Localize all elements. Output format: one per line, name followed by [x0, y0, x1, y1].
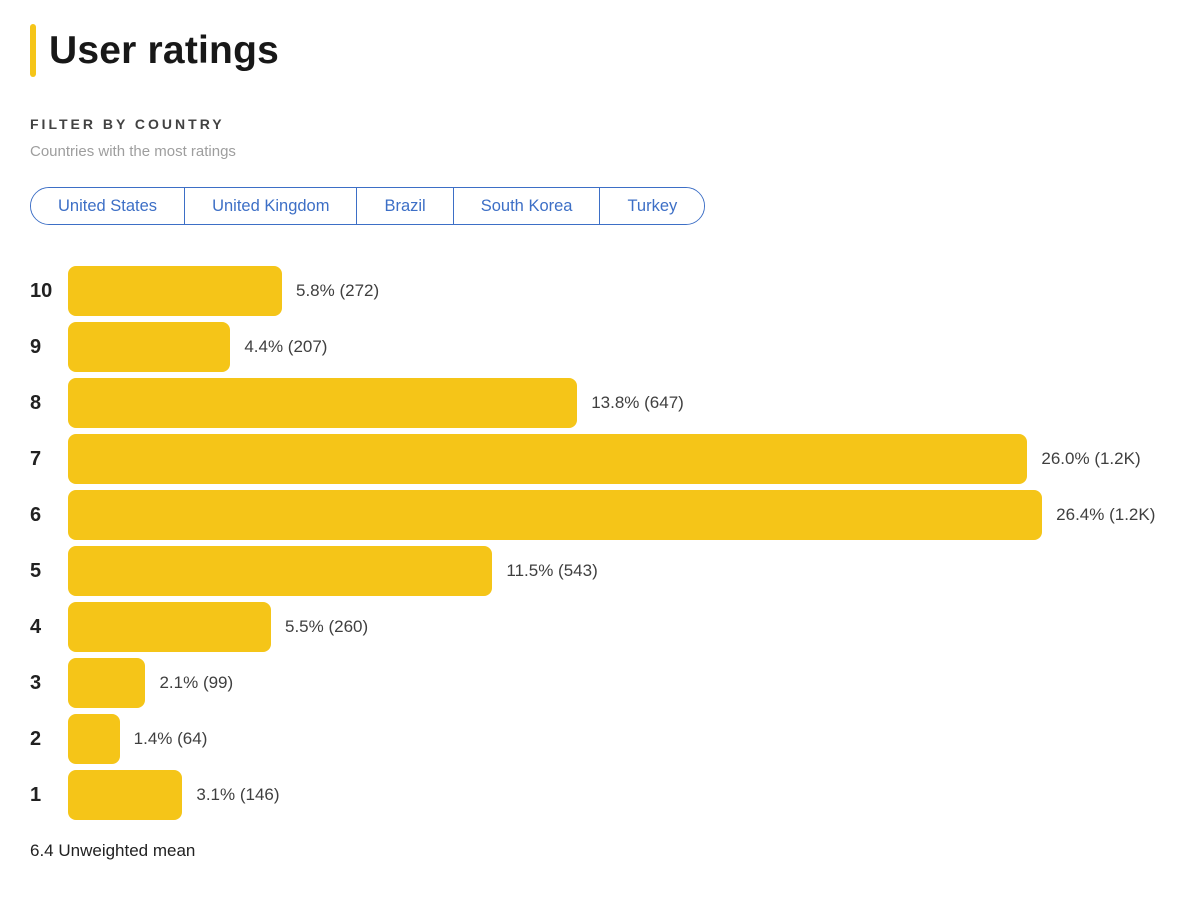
rating-number: 4	[30, 615, 42, 638]
filter-subtitle: Countries with the most ratings	[30, 143, 236, 160]
bar-track: 1.4% (64)	[68, 714, 1170, 764]
rating-value-label: 1.4% (64)	[133, 729, 208, 748]
rating-value-label: 5.5% (260)	[284, 617, 369, 636]
rating-value-label: 11.5% (543)	[506, 561, 598, 580]
country-filter-group: United States United Kingdom Brazil South K…	[30, 187, 706, 225]
rating-bar[interactable]	[68, 378, 578, 428]
country-filter-south-korea[interactable]: South Korea	[453, 188, 601, 224]
rating-number: 5	[30, 559, 42, 582]
rating-number: 10	[30, 279, 53, 302]
rating-number: 8	[30, 391, 42, 414]
title-accent-bar	[30, 24, 36, 77]
rating-value-label: 2.1% (99)	[159, 673, 234, 692]
rating-row-3: 3 2.1% (99)	[30, 658, 1170, 708]
rating-bar[interactable]	[68, 770, 183, 820]
rating-bar[interactable]	[68, 322, 231, 372]
rating-bar[interactable]	[68, 658, 146, 708]
bar-track: 11.5% (543)	[68, 546, 1170, 596]
rating-row-1: 1 3.1% (146)	[30, 770, 1170, 820]
rating-bar[interactable]	[68, 434, 1028, 484]
bar-track: 3.1% (146)	[68, 770, 1170, 820]
country-filter-united-kingdom[interactable]: United Kingdom	[185, 188, 358, 224]
rating-value-label: 26.0% (1.2K)	[1041, 449, 1141, 468]
rating-number: 2	[30, 727, 42, 750]
rating-value-label: 3.1% (146)	[196, 785, 280, 804]
rating-number: 3	[30, 671, 42, 694]
rating-bar[interactable]	[68, 266, 282, 316]
rating-row-6: 6 26.4% (1.2K)	[30, 490, 1170, 540]
ratings-bar-chart: 10 5.8% (272) 9 4.4% (207) 8 13.8% (647) 7 26.0…	[30, 266, 1170, 820]
rating-value-label: 4.4% (207)	[244, 337, 328, 356]
country-filter-turkey[interactable]: Turkey	[600, 188, 705, 224]
rating-row-4: 4 5.5% (260)	[30, 602, 1170, 652]
rating-bar[interactable]	[68, 546, 493, 596]
unweighted-mean-label: 6.4 Unweighted mean	[30, 841, 196, 860]
rating-row-10: 10 5.8% (272)	[30, 266, 1170, 316]
rating-number: 6	[30, 503, 42, 526]
rating-bar[interactable]	[68, 714, 120, 764]
rating-row-8: 8 13.8% (647)	[30, 378, 1170, 428]
rating-row-2: 2 1.4% (64)	[30, 714, 1170, 764]
page-header: User ratings	[30, 24, 1170, 77]
bar-track: 26.0% (1.2K)	[68, 434, 1170, 484]
rating-number: 7	[30, 447, 42, 470]
rating-value-label: 5.8% (272)	[296, 281, 380, 300]
rating-value-label: 13.8% (647)	[591, 393, 684, 412]
bar-track: 4.4% (207)	[68, 322, 1170, 372]
bar-track: 13.8% (647)	[68, 378, 1170, 428]
country-filter-united-states[interactable]: United States	[31, 188, 186, 224]
filter-section: FILTER BY COUNTRY Countries with the mos…	[30, 116, 1170, 225]
rating-number: 1	[30, 783, 42, 806]
rating-row-5: 5 11.5% (543)	[30, 546, 1170, 596]
rating-bar[interactable]	[68, 490, 1043, 540]
rating-number: 9	[30, 335, 42, 358]
bar-track: 2.1% (99)	[68, 658, 1170, 708]
bar-track: 5.8% (272)	[68, 266, 1170, 316]
rating-row-7: 7 26.0% (1.2K)	[30, 434, 1170, 484]
rating-value-label: 26.4% (1.2K)	[1056, 505, 1156, 524]
rating-bar[interactable]	[68, 602, 271, 652]
bar-track: 5.5% (260)	[68, 602, 1170, 652]
country-filter-brazil[interactable]: Brazil	[357, 188, 454, 224]
filter-heading: FILTER BY COUNTRY	[30, 116, 225, 132]
rating-row-9: 9 4.4% (207)	[30, 322, 1170, 372]
page-title: User ratings	[49, 29, 279, 72]
bar-track: 26.4% (1.2K)	[68, 490, 1170, 540]
chart-footer: 6.4 Unweighted mean	[30, 841, 1170, 861]
